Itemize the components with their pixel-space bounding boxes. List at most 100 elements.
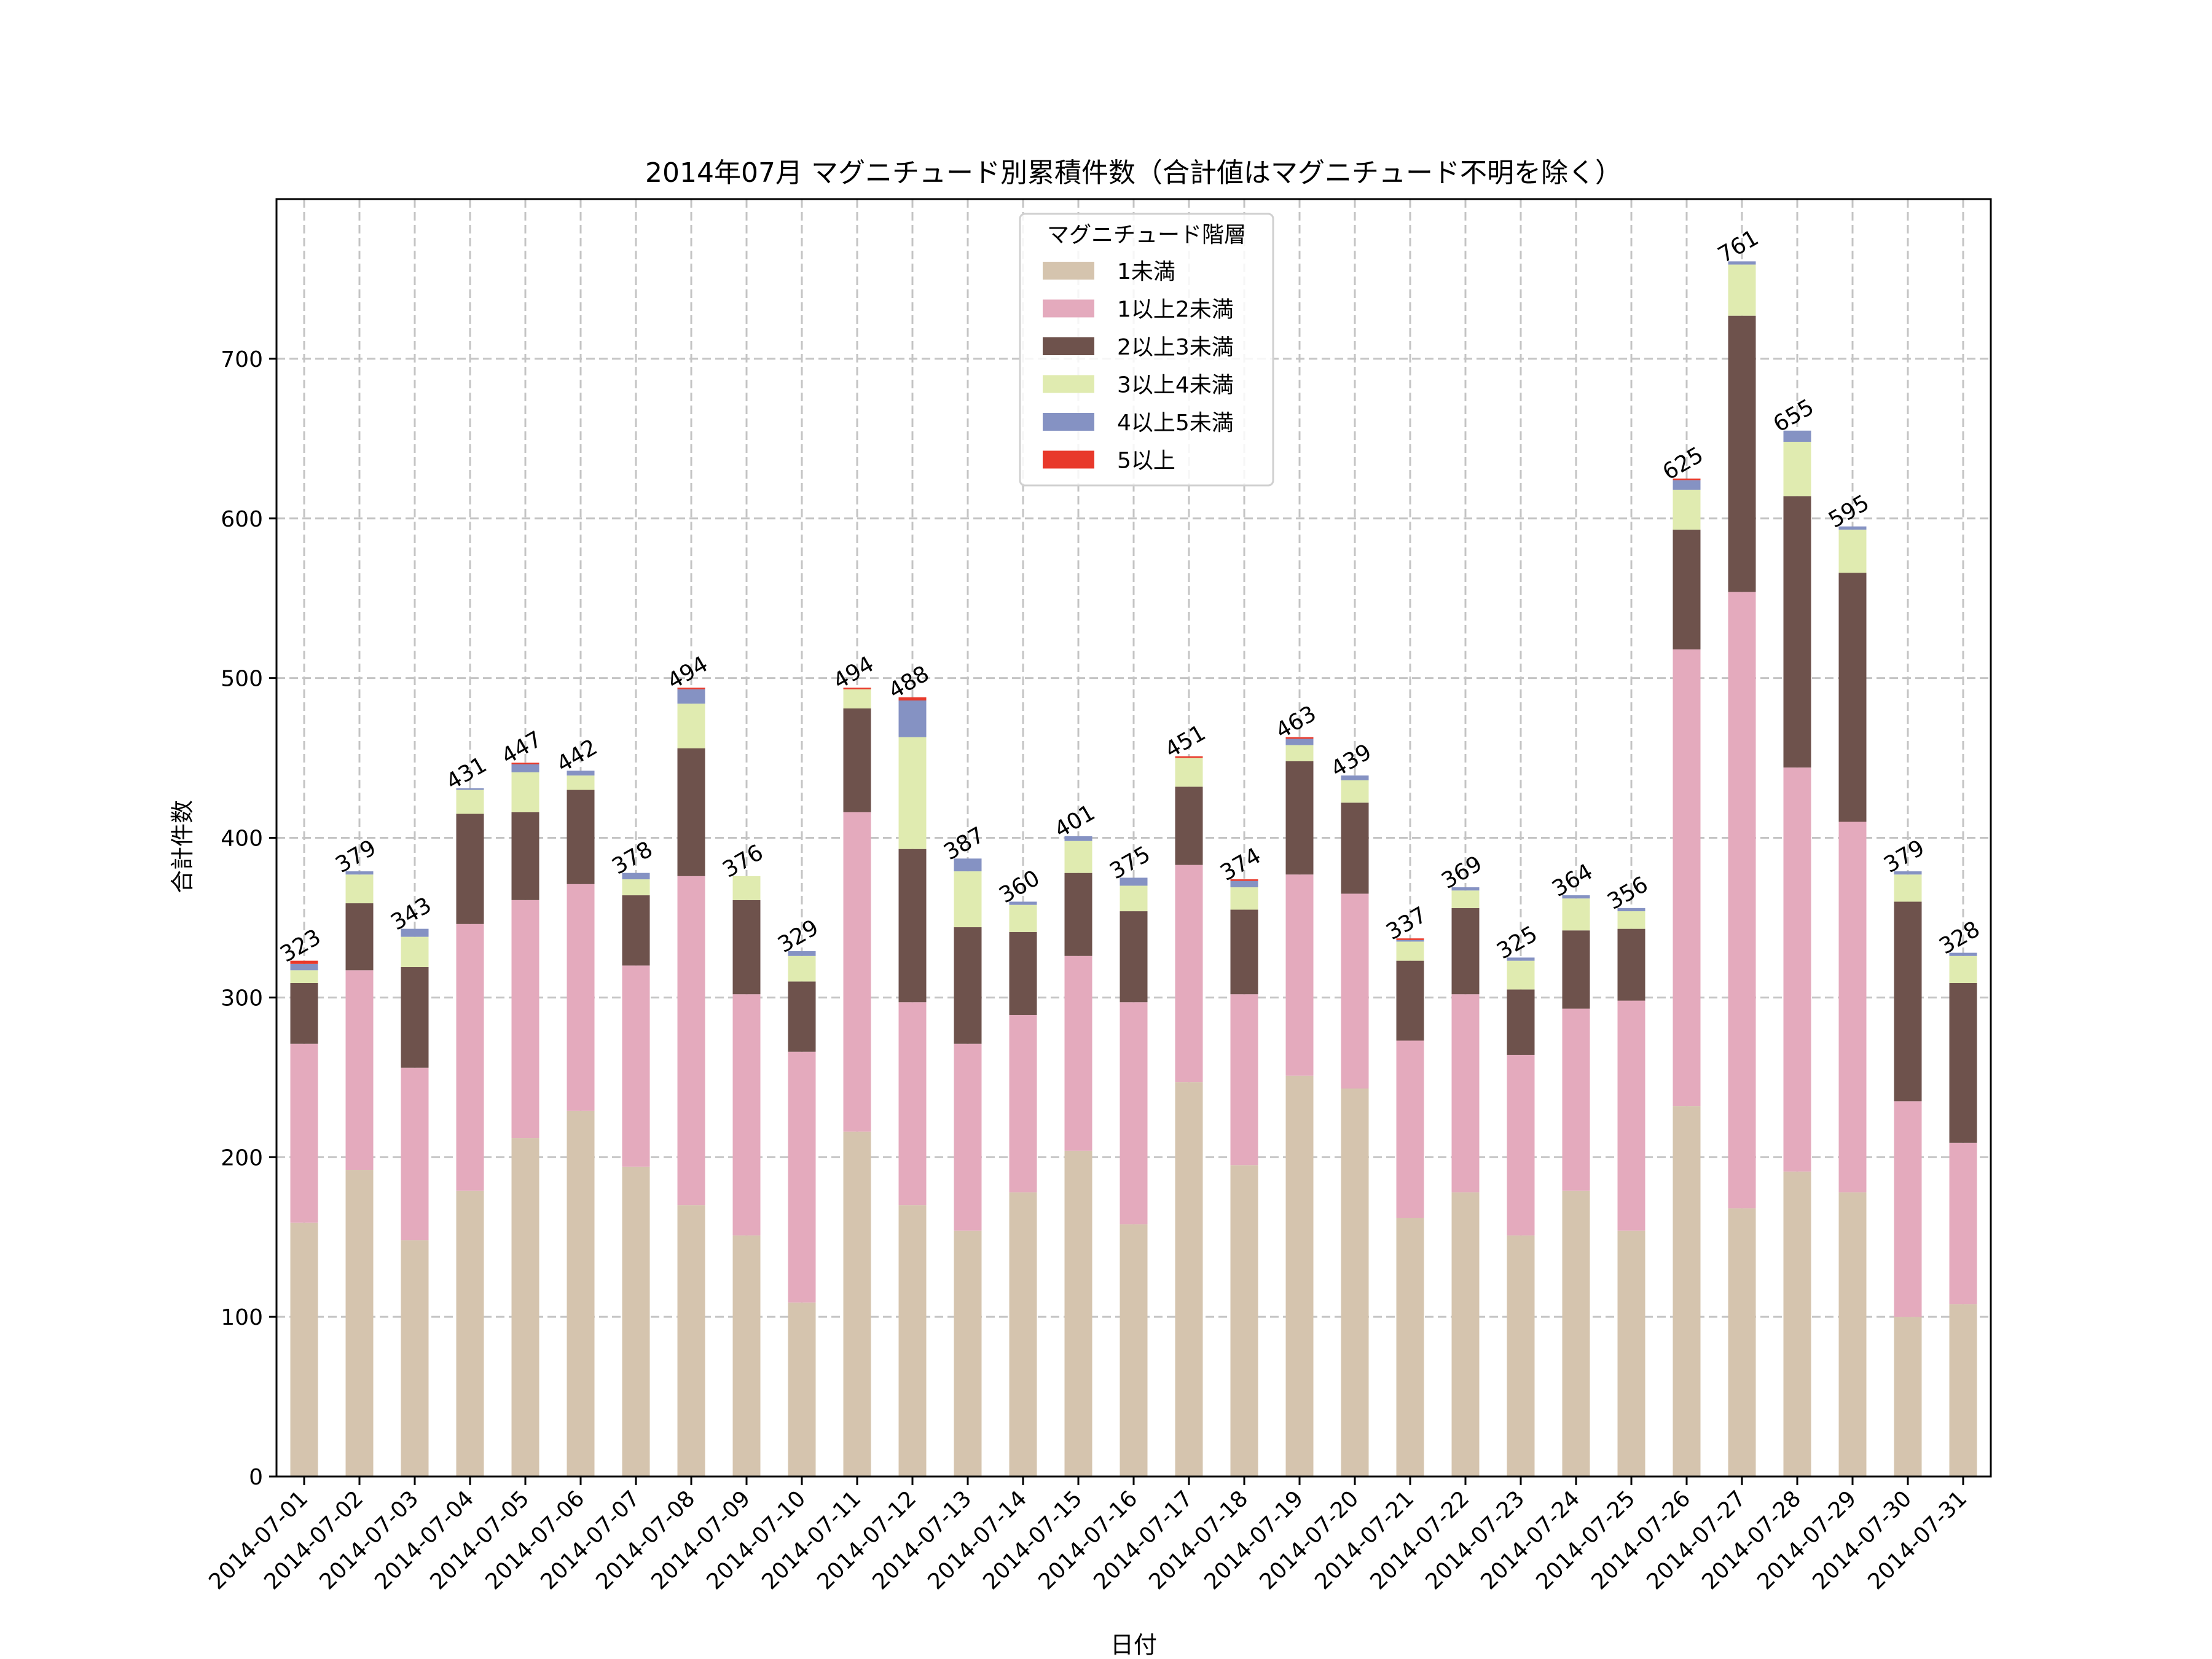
legend-label: 1以上2未満 (1117, 297, 1234, 323)
bar-segment (1009, 931, 1037, 1015)
bar-segment (1838, 822, 1867, 1193)
legend-item: 3以上4未満 (1043, 373, 1234, 398)
bar-segment (1120, 911, 1148, 1003)
legend-item: 4以上5未満 (1043, 410, 1234, 436)
bar-segment (622, 895, 650, 966)
bar-segment (1783, 430, 1811, 442)
bar-segment (290, 970, 318, 983)
bar-segment (1230, 887, 1258, 910)
bar-segment (1507, 1054, 1535, 1236)
bar-segment (401, 928, 429, 937)
bar-segment (954, 871, 982, 928)
bar-segment (677, 689, 705, 704)
bar-segment (788, 1302, 816, 1477)
bar-segment (732, 900, 761, 995)
bar-segment (1562, 898, 1590, 931)
y-tick-label: 0 (249, 1465, 263, 1490)
bar-segment (1285, 761, 1314, 875)
bar-segment (1673, 480, 1701, 490)
bar-segment (290, 982, 318, 1044)
bar-segment (1175, 865, 1203, 1083)
bar-segment (1451, 994, 1480, 1193)
bar-segment (1617, 928, 1645, 1001)
y-axis: 0 100 200 300 400 500 600 700 (221, 347, 276, 1490)
bar-segment (1064, 841, 1092, 873)
bar-segment (1838, 526, 1867, 530)
bar-segment (1507, 1235, 1535, 1477)
y-axis-label: 合計件数 (169, 800, 196, 893)
bar-segment (456, 1190, 484, 1477)
bar-segment (1562, 1190, 1590, 1477)
bar-segment (1451, 908, 1480, 995)
bar-segment (567, 775, 595, 790)
bar-segment (1617, 1230, 1645, 1477)
bar-segment (1009, 901, 1037, 905)
series-1 (290, 1075, 1977, 1477)
bar-segment (1285, 737, 1314, 739)
bar-segment (732, 876, 761, 900)
bar-segment (1894, 1317, 1922, 1477)
legend-swatch (1043, 375, 1094, 393)
bar-segment (1120, 877, 1148, 886)
bar-segment (1230, 880, 1258, 888)
bar-segment (511, 812, 539, 900)
y-tick-label: 500 (221, 667, 263, 692)
bar-segment (843, 708, 871, 812)
bar-segment (788, 951, 816, 956)
bar-segment (1396, 960, 1424, 1041)
bar-segment (1894, 871, 1922, 875)
bar-segment (1064, 1150, 1092, 1477)
bar-segment (954, 1043, 982, 1231)
bar-segment (677, 876, 705, 1206)
bar-segment (401, 1240, 429, 1477)
bar-segment (1783, 442, 1811, 496)
x-axis: 2014-07-012014-07-022014-07-032014-07-04… (204, 1477, 1972, 1594)
bar-segment (1728, 1208, 1756, 1477)
bar-segment (1783, 1171, 1811, 1477)
bar-segment (1230, 909, 1258, 995)
bar-segment (1451, 887, 1480, 891)
bar-segment (456, 790, 484, 814)
bar-segment (1175, 1082, 1203, 1477)
bar-segment (677, 704, 705, 748)
bar-segment (1009, 1192, 1037, 1477)
bar-segment (898, 700, 927, 737)
bar-segment (843, 1131, 871, 1477)
series-4 (290, 264, 1977, 990)
bar-segment (1562, 1008, 1590, 1191)
bar-segment (511, 1138, 539, 1477)
bar-segment (1175, 758, 1203, 787)
bar-segment (1949, 982, 1977, 1143)
bar-segment (511, 900, 539, 1139)
bar-segment (567, 1110, 595, 1477)
bar-segment (1285, 745, 1314, 761)
bar-segment (1064, 955, 1092, 1151)
legend-swatch (1043, 262, 1094, 280)
bar-segment (898, 1002, 927, 1206)
bar-segment (1341, 775, 1369, 780)
x-axis-label: 日付 (1110, 1631, 1157, 1658)
bar-segment (1562, 895, 1590, 899)
bar-segment (1949, 1304, 1977, 1477)
bar-segment (677, 748, 705, 876)
bar-segment (1617, 908, 1645, 912)
legend-label: 4以上5未満 (1117, 410, 1234, 436)
y-tick-label: 100 (221, 1305, 263, 1330)
bar-segment (290, 1222, 318, 1477)
legend-label: 3以上4未満 (1117, 373, 1234, 398)
y-tick-label: 400 (221, 826, 263, 852)
bar-segment (1949, 1142, 1977, 1304)
bar-segment (1673, 489, 1701, 530)
bar-segment (898, 849, 927, 1003)
bar-segment (1396, 939, 1424, 942)
bar-segment (1894, 1101, 1922, 1317)
bar-segment (1838, 1192, 1867, 1477)
bar-segment (567, 771, 595, 776)
bar-segment (456, 924, 484, 1191)
bar-segment (732, 1235, 761, 1477)
bar-segment (677, 688, 705, 689)
bar-segment (1120, 1002, 1148, 1225)
bar-segment (511, 772, 539, 812)
bar-segment (898, 697, 927, 701)
